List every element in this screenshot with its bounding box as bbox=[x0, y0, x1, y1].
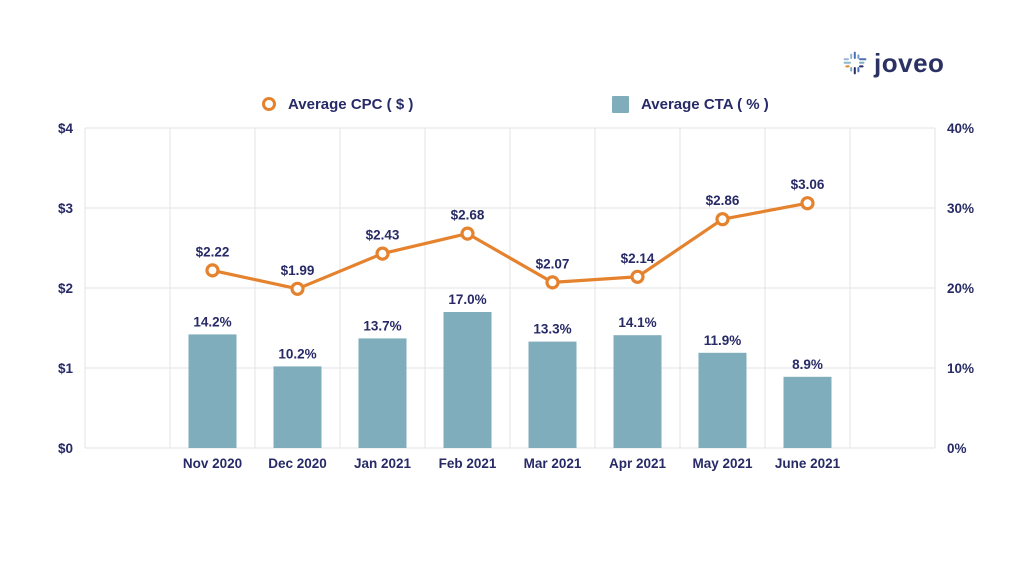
x-axis-label: June 2021 bbox=[775, 456, 841, 471]
cta-bar-label: 11.9% bbox=[704, 333, 742, 348]
cta-bar-label: 13.7% bbox=[363, 318, 401, 333]
right-axis-tick: 20% bbox=[947, 281, 974, 296]
cpc-point-label: $1.99 bbox=[281, 263, 315, 278]
cpc-marker bbox=[375, 246, 390, 261]
x-axis-label: Dec 2020 bbox=[268, 456, 327, 471]
cta-bar-swatch-icon bbox=[612, 95, 629, 113]
right-axis-tick: 0% bbox=[947, 441, 967, 456]
x-axis-label: Mar 2021 bbox=[524, 456, 582, 471]
x-axis-label: Apr 2021 bbox=[609, 456, 667, 471]
cpc-marker bbox=[630, 269, 645, 284]
x-axis-label: Nov 2020 bbox=[183, 456, 242, 471]
cta-bar bbox=[443, 312, 492, 448]
cpc-point-label: $2.86 bbox=[706, 193, 740, 208]
cpc-line bbox=[210, 201, 810, 291]
left-axis-tick: $2 bbox=[58, 281, 73, 296]
cpc-point-label: $2.07 bbox=[536, 256, 570, 271]
cpc-marker bbox=[290, 281, 305, 296]
right-axis-tick: 30% bbox=[947, 201, 974, 216]
cpc-marker bbox=[460, 226, 475, 241]
right-axis-tick: 40% bbox=[947, 121, 974, 136]
left-axis-tick: $0 bbox=[58, 441, 73, 456]
cpc-point-label: $3.06 bbox=[791, 177, 825, 192]
joveo-logo-icon bbox=[843, 50, 867, 76]
cta-bar-label: 10.2% bbox=[278, 346, 316, 361]
x-axis-label: Feb 2021 bbox=[439, 456, 497, 471]
cta-bar bbox=[358, 338, 407, 448]
left-axis-tick: $1 bbox=[58, 361, 74, 376]
legend-label-cpc: Average CPC ( $ ) bbox=[288, 95, 414, 113]
cta-bar bbox=[613, 335, 662, 448]
legend-item-average-cpc: Average CPC ( $ ) bbox=[262, 94, 413, 114]
cpc-marker bbox=[715, 212, 730, 227]
cpc-point-label: $2.43 bbox=[366, 228, 400, 243]
joveo-logo-text: joveo bbox=[874, 48, 945, 78]
right-axis-tick: 10% bbox=[947, 361, 974, 376]
joveo-logo: joveo bbox=[843, 50, 944, 76]
cpc-point-label: $2.22 bbox=[196, 244, 230, 259]
left-axis-tick: $4 bbox=[58, 121, 74, 136]
cta-bar bbox=[273, 366, 322, 448]
cpc-marker bbox=[545, 275, 560, 290]
cpc-line-marker-icon bbox=[262, 97, 276, 111]
cpc-marker bbox=[205, 263, 220, 278]
cta-bar-label: 14.1% bbox=[618, 315, 656, 330]
cta-bar bbox=[188, 334, 237, 448]
cpc-point-label: $2.68 bbox=[451, 208, 485, 223]
cta-bar bbox=[698, 352, 747, 448]
x-axis-label: May 2021 bbox=[692, 456, 753, 471]
cta-bar bbox=[528, 341, 577, 448]
x-axis-label: Jan 2021 bbox=[354, 456, 412, 471]
cta-bar-label: 13.3% bbox=[533, 322, 571, 337]
cta-bar-label: 8.9% bbox=[792, 357, 823, 372]
legend-item-average-cta: Average CTA ( % ) bbox=[612, 94, 769, 114]
cpc-point-label: $2.14 bbox=[621, 251, 655, 266]
cta-bar-label: 14.2% bbox=[193, 314, 231, 329]
cta-bar bbox=[783, 376, 832, 448]
legend-label-cta: Average CTA ( % ) bbox=[641, 95, 769, 113]
cta-bar-label: 17.0% bbox=[448, 292, 486, 307]
cpc-marker bbox=[800, 196, 815, 211]
left-axis-tick: $3 bbox=[58, 201, 74, 216]
